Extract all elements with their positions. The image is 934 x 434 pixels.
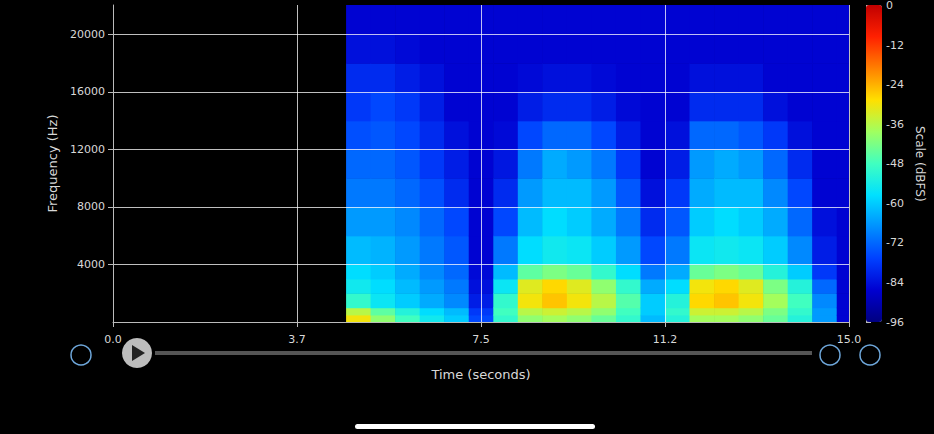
svg-text:20000: 20000: [70, 28, 105, 41]
svg-text:12000: 12000: [70, 143, 105, 156]
svg-text:0: 0: [886, 0, 893, 12]
svg-text:-96: -96: [886, 316, 904, 329]
svg-text:8000: 8000: [77, 200, 105, 213]
svg-text:-12: -12: [886, 39, 904, 52]
svg-text:15.0: 15.0: [837, 333, 862, 346]
svg-text:0.0: 0.0: [104, 333, 122, 346]
svg-text:11.2: 11.2: [653, 333, 678, 346]
svg-text:Scale (dBFS): Scale (dBFS): [913, 126, 927, 202]
svg-text:4000: 4000: [77, 258, 105, 271]
svg-text:-72: -72: [886, 236, 904, 249]
svg-text:Time (seconds): Time (seconds): [430, 367, 530, 382]
svg-text:3.7: 3.7: [288, 333, 306, 346]
svg-text:7.5: 7.5: [472, 333, 490, 346]
svg-text:-84: -84: [886, 276, 904, 289]
svg-text:-24: -24: [886, 78, 904, 91]
svg-text:-48: -48: [886, 157, 904, 170]
svg-text:Frequency (Hz): Frequency (Hz): [45, 114, 60, 212]
svg-text:-36: -36: [886, 118, 904, 131]
svg-text:16000: 16000: [70, 85, 105, 98]
svg-text:-60: -60: [886, 197, 904, 210]
